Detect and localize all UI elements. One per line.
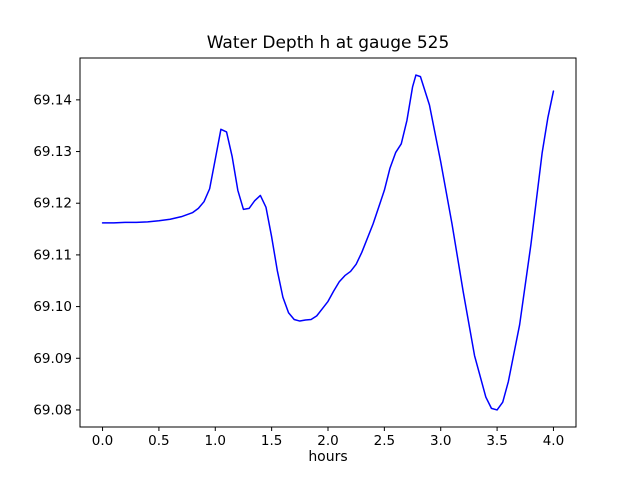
x-axis-label: hours: [308, 449, 348, 465]
chart-title: Water Depth h at gauge 525: [206, 33, 450, 53]
y-tick-label: 69.10: [33, 299, 72, 315]
y-tick-label: 69.13: [33, 144, 72, 160]
x-tick-label: 2.5: [374, 433, 395, 449]
y-tick-label: 69.08: [33, 402, 72, 418]
y-tick-label: 69.11: [33, 247, 72, 263]
x-tick-label: 2.0: [317, 433, 338, 449]
x-tick-label: 4.0: [543, 433, 564, 449]
y-tick-label: 69.09: [33, 351, 72, 367]
data-line: [101, 74, 555, 411]
x-tick-label: 0.0: [92, 433, 113, 449]
x-tick-label: 3.5: [486, 433, 507, 449]
y-tick-label: 69.14: [33, 92, 72, 108]
x-tick-label: 0.5: [148, 433, 169, 449]
x-tick-label: 3.0: [430, 433, 451, 449]
y-tick-label: 69.12: [33, 196, 72, 212]
x-tick-label: 1.5: [261, 433, 282, 449]
axes-border: [79, 57, 577, 428]
x-tick-label: 1.0: [205, 433, 226, 449]
